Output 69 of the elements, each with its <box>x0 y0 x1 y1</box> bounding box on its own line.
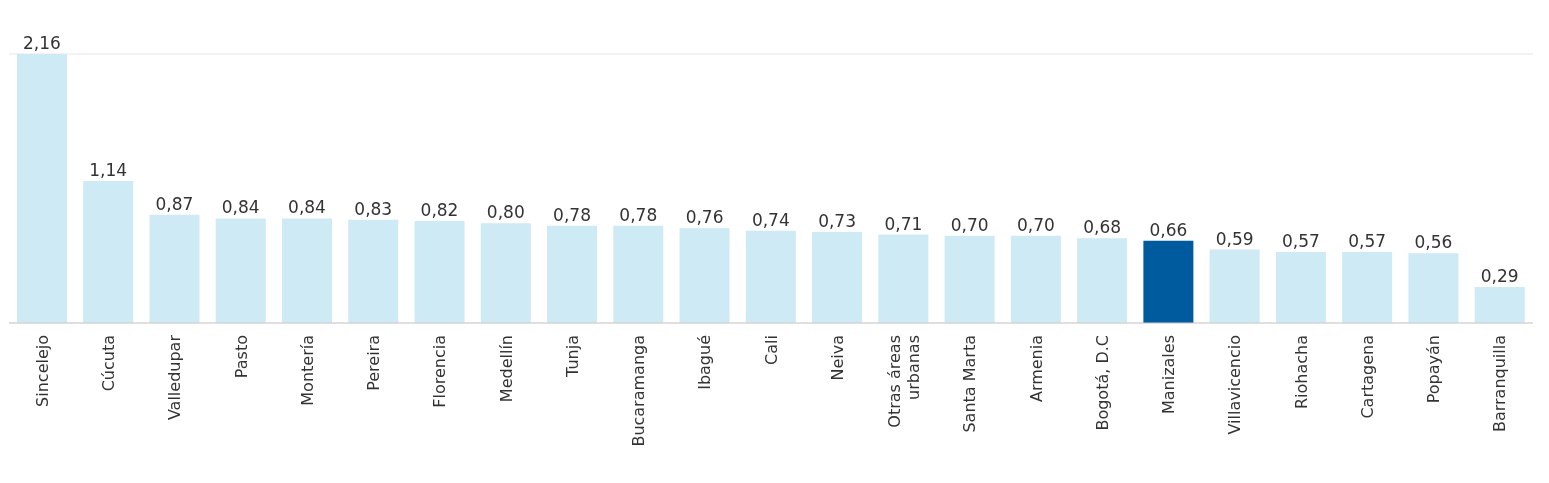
bar <box>149 214 200 323</box>
bar <box>16 54 67 323</box>
bar <box>215 218 266 323</box>
x-tick-label: Cúcuta <box>98 335 118 392</box>
data-label: 0,66 <box>1149 219 1188 240</box>
x-tick-label: Cartagena <box>1357 335 1377 419</box>
data-label: 0,78 <box>619 204 658 225</box>
data-label: 0,84 <box>288 197 326 218</box>
data-label: 2,16 <box>23 33 61 53</box>
bar <box>679 228 730 323</box>
x-tick-label: Florencia <box>430 335 450 408</box>
bar <box>1143 240 1194 323</box>
data-label: 0,76 <box>685 207 724 228</box>
data-label: 1,14 <box>89 160 128 181</box>
bar <box>878 234 929 323</box>
x-tick-label: Otras áreas urbanas <box>884 335 923 428</box>
x-tick-label: Armenia <box>1026 335 1046 403</box>
data-label: 0,74 <box>751 209 790 230</box>
bar <box>281 218 332 323</box>
x-tick-label: Montería <box>297 335 317 406</box>
x-tick-label: Barranquilla <box>1490 335 1510 433</box>
bar <box>745 230 796 323</box>
bar <box>613 225 664 323</box>
data-label: 0,84 <box>221 197 260 218</box>
x-tick-label: Riohacha <box>1291 335 1311 410</box>
bar <box>480 223 531 323</box>
x-tick-label: Bogotá, D.C <box>1092 335 1112 431</box>
x-tick-label: Santa Marta <box>960 335 980 433</box>
data-label: 0,83 <box>354 198 393 219</box>
data-label: 0,78 <box>553 204 591 225</box>
bar <box>547 225 598 323</box>
data-label: 0,80 <box>486 202 525 223</box>
x-tick-label: Valledupar <box>165 334 185 421</box>
x-tick-label: Tunja <box>562 335 582 378</box>
bar <box>83 181 134 323</box>
data-label: 0,82 <box>420 199 459 220</box>
bar <box>1209 249 1260 323</box>
data-label: 0,71 <box>884 213 923 234</box>
data-label: 0,57 <box>1281 231 1320 252</box>
bar <box>1342 252 1393 323</box>
x-tick-label: Ibagué <box>695 335 715 390</box>
x-tick-label: Medellín <box>496 335 516 403</box>
bar <box>1275 252 1326 323</box>
bar <box>1474 286 1525 323</box>
x-tick-label: Bucaramanga <box>629 335 649 447</box>
data-label: 0,70 <box>950 214 989 235</box>
x-tick-label: Cali <box>761 335 781 365</box>
x-tick-label: Neiva <box>827 335 847 381</box>
bar <box>1408 253 1459 323</box>
x-tick-label: Pereira <box>364 335 384 391</box>
bar <box>944 235 995 323</box>
data-label: 0,59 <box>1215 228 1254 249</box>
data-label: 0,70 <box>1016 214 1055 235</box>
x-tick-label: Manizales <box>1159 335 1179 415</box>
bar <box>1010 235 1061 323</box>
bar <box>414 220 465 323</box>
x-tick-label: Popayán <box>1424 335 1444 404</box>
x-tick-label: Villavicencio <box>1225 335 1245 435</box>
bar <box>1077 238 1128 323</box>
data-label: 0,73 <box>818 211 857 232</box>
x-tick-label: Sincelejo <box>32 335 52 407</box>
data-label: 0,29 <box>1480 265 1519 286</box>
data-label: 0,56 <box>1414 232 1453 253</box>
data-label: 0,87 <box>155 193 194 214</box>
data-label: 0,68 <box>1083 217 1122 238</box>
x-tick-label: Pasto <box>231 335 251 379</box>
bar <box>812 232 863 323</box>
bar <box>348 219 399 323</box>
data-label: 0,57 <box>1348 231 1387 252</box>
